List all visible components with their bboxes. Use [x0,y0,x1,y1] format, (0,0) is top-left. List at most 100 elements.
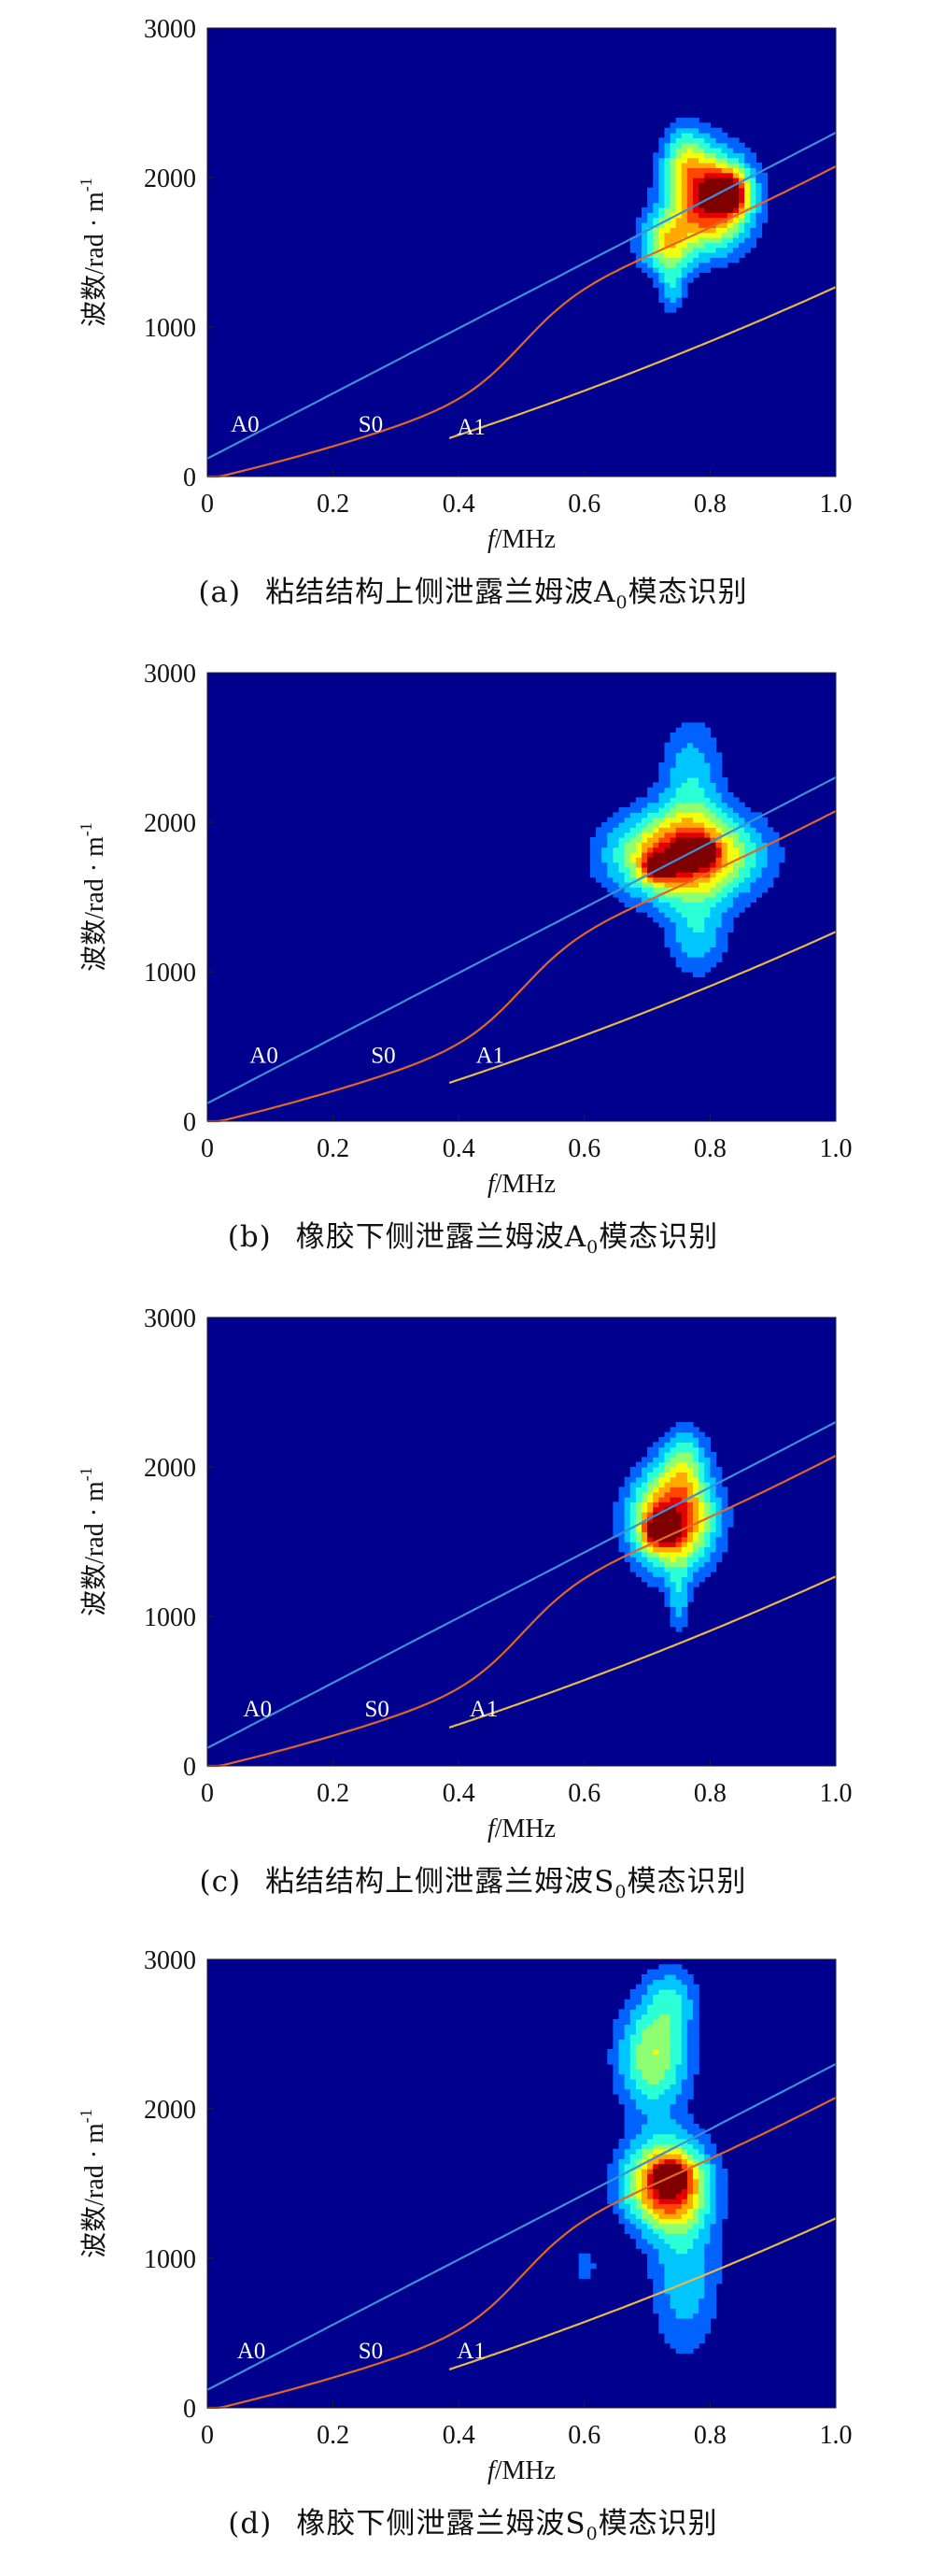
heatmap-cell [710,906,717,913]
heatmap-cell [710,2158,717,2165]
heatmap-cell [715,172,723,178]
heatmap-cell [607,872,614,878]
heatmap-cell [699,202,705,208]
heatmap-cell [629,2099,637,2105]
heatmap-cell [658,192,666,198]
heatmap-cell [670,817,677,823]
heatmap-cell [618,2203,626,2210]
curve-label: A1 [476,1044,505,1069]
heatmap-cell [693,921,699,928]
heatmap-cell [715,217,723,223]
heatmap-cell [721,1501,728,1508]
heatmap-cell [761,837,769,843]
heatmap-cell [664,917,671,923]
heatmap-cell [704,267,711,273]
heatmap-cell [704,142,711,149]
heatmap-cell [629,2028,637,2035]
heatmap-cell [613,852,620,858]
heatmap-cell [686,2058,694,2065]
heatmap-cell [647,882,654,888]
heatmap-cell [704,887,711,893]
heatmap-cell [624,2039,631,2045]
heatmap-cell [699,167,705,174]
heatmap-cell [699,897,705,903]
heatmap-cell [681,767,688,774]
heatmap-cell [686,1467,694,1473]
heatmap-cell [670,861,677,868]
heatmap-cell [704,857,711,863]
heatmap-cell [721,2184,728,2189]
heatmap-cell [715,857,723,863]
heatmap-cell [675,2128,683,2135]
heatmap-cell [624,1521,631,1528]
heatmap-cell [686,2139,694,2144]
heatmap-cell [635,1506,642,1513]
heatmap-cell [721,897,728,903]
heatmap-cell [664,262,671,268]
heatmap-cell [715,2154,723,2159]
heatmap-cell [647,876,654,883]
heatmap-cell [704,172,711,178]
heatmap-cell [635,1984,642,1990]
heatmap-cell [629,822,637,828]
heatmap-cell [681,257,688,263]
heatmap-cell [664,2333,671,2339]
heatmap-cell [693,897,699,903]
heatmap-cell [721,2193,728,2199]
heatmap-cell [664,1452,671,1458]
heatmap-cell [693,1427,699,1433]
heatmap-cell [675,1606,683,1613]
heatmap-cell [721,148,728,153]
heatmap-cell [653,2079,659,2085]
heatmap-cell [681,1611,688,1617]
heatmap-cell [629,2128,637,2135]
heatmap-cell [699,917,705,923]
heatmap-cell [658,277,666,283]
caption-text: 橡胶下侧泄露兰姆波 [295,1220,565,1254]
heatmap-cell [681,2158,688,2165]
heatmap-cell [670,1551,677,1558]
heatmap-cell [681,1621,688,1628]
heatmap-cell [686,867,694,873]
heatmap-cell [653,906,659,913]
heatmap-cell [647,2163,654,2170]
heatmap-cell [664,852,671,858]
heatmap-cell [658,222,666,228]
heatmap-cell [675,767,683,774]
heatmap-cell [732,837,740,843]
heatmap-cell [681,2348,688,2354]
heatmap-cell [635,891,642,898]
curve-a0 [206,776,837,1104]
heatmap-cell [653,2203,659,2210]
heatmap-cell [641,1476,648,1483]
heatmap-cell [635,827,642,833]
heatmap-cell [658,1572,666,1577]
heatmap-cell [686,2348,694,2354]
heatmap-cell [699,2173,705,2180]
heatmap-cell [704,242,711,249]
heatmap-cell [699,747,705,753]
heatmap-cell [653,237,659,243]
heatmap-cell [670,802,677,808]
heatmap-cell [670,2148,677,2155]
heatmap-cell [675,2004,683,2010]
heatmap-cell [664,792,671,798]
heatmap-cell [664,2009,671,2015]
heatmap-cell [647,1969,654,1975]
heatmap-cell [635,842,642,848]
heatmap-cell [647,1476,654,1483]
heatmap-cell [721,2178,728,2185]
heatmap-cell [635,2069,642,2075]
heatmap-cell [693,1506,699,1513]
heatmap-cell [681,1994,688,2000]
heatmap-cell [635,817,642,823]
heatmap-cell [704,2188,711,2195]
heatmap-cell [699,178,705,183]
heatmap-cell [681,2054,688,2060]
heatmap-cell [699,2223,705,2229]
heatmap-cell [635,852,642,858]
heatmap-cell [704,1437,711,1443]
heatmap-cell [693,1516,699,1523]
heatmap-cell [658,797,666,804]
heatmap-cell [675,2323,683,2329]
